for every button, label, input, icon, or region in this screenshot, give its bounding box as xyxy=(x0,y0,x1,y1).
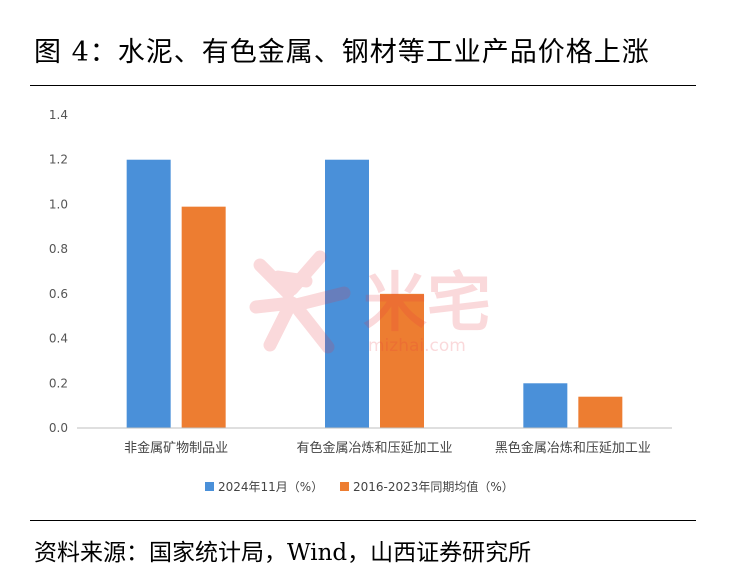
x-tick-label: 黑色金属冶炼和压延加工业 xyxy=(495,440,651,456)
bar xyxy=(578,396,623,428)
legend-item: 2024年11月（%） xyxy=(205,480,323,494)
legend-label: 2024年11月（%） xyxy=(218,480,323,494)
chart-area: 0.0 0.2 0.4 0.6 0.8 1.0 1.2 1.4 非金属矿物制品业 有色金属冶炼和… xyxy=(0,86,740,518)
source-rule xyxy=(30,520,696,521)
x-tick-label: 非金属矿物制品业 xyxy=(124,440,228,456)
legend-item: 2016-2023年同期均值（%） xyxy=(340,479,514,494)
y-tick-label: 0.6 xyxy=(49,287,68,301)
y-tick-label: 0.8 xyxy=(49,242,68,256)
y-tick-label: 0.2 xyxy=(49,376,68,390)
bar xyxy=(523,383,568,428)
y-tick-label: 0.4 xyxy=(49,332,68,346)
y-tick-label: 1.2 xyxy=(49,153,68,167)
y-tick-label: 1.4 xyxy=(49,108,68,122)
watermark-url: mizhai.com xyxy=(368,336,466,356)
title-rule xyxy=(30,85,696,86)
y-tick-label: 1.0 xyxy=(49,197,68,211)
bar xyxy=(126,159,171,428)
legend-swatch xyxy=(340,482,349,491)
x-tick-label: 有色金属冶炼和压延加工业 xyxy=(296,440,452,456)
legend-swatch xyxy=(205,482,214,491)
figure-title: 图 4：水泥、有色金属、钢材等工业产品价格上涨 xyxy=(34,37,650,68)
watermark-text: 米宅 xyxy=(363,267,491,341)
source-note: 资料来源：国家统计局，Wind，山西证券研究所 xyxy=(34,540,532,566)
y-tick-label: 0.0 xyxy=(49,421,68,435)
bar xyxy=(325,159,369,428)
legend: 2024年11月（%） 2016-2023年同期均值（%） xyxy=(205,479,514,494)
legend-label: 2016-2023年同期均值（%） xyxy=(353,479,514,494)
bar xyxy=(181,206,226,428)
watermark-mark-icon xyxy=(249,250,351,354)
bar xyxy=(380,293,424,428)
bars xyxy=(126,159,623,428)
x-axis: 非金属矿物制品业 有色金属冶炼和压延加工业 黑色金属冶炼和压延加工业 xyxy=(77,427,672,456)
y-axis: 0.0 0.2 0.4 0.6 0.8 1.0 1.2 1.4 xyxy=(49,108,68,435)
watermark-logo: 米宅 mizhai.com xyxy=(248,247,518,357)
bar-chart: 0.0 0.2 0.4 0.6 0.8 1.0 1.2 1.4 非金属矿物制品业 有色金属冶炼和… xyxy=(49,108,672,494)
